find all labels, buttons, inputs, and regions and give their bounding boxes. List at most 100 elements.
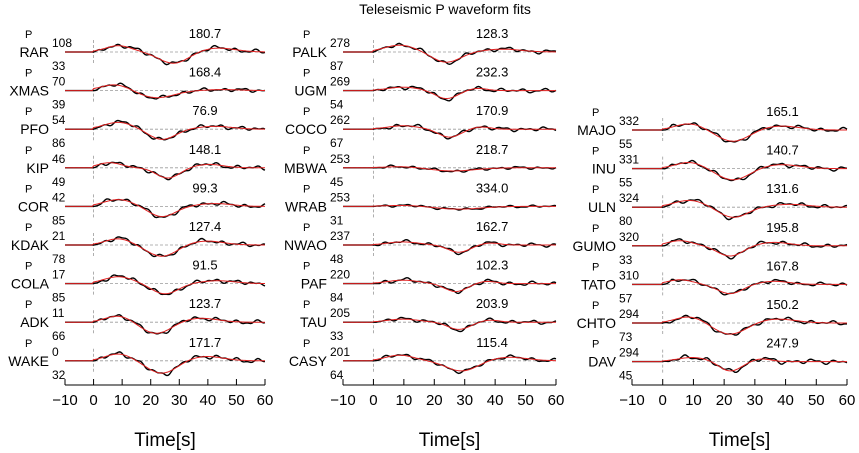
amplitude-label: 76.9 (192, 103, 217, 118)
phase-label: P (25, 299, 32, 311)
synthetic-waveform (343, 44, 557, 63)
x-tick-label: 20 (426, 392, 443, 409)
station-name: WRAB (285, 198, 327, 214)
observed-waveform (343, 316, 557, 333)
synthetic-waveform (65, 315, 265, 334)
panels: PRAR10833180.7PXMAS7039168.4PPFO548676.9… (8, 26, 855, 451)
phase-label: P (25, 338, 32, 350)
observed-waveform (343, 353, 557, 375)
phase-label: P (592, 146, 599, 158)
station-name: PFO (20, 121, 49, 137)
azimuth-label: 332 (619, 114, 639, 128)
phase-label: P (25, 222, 32, 234)
azimuth-label: 205 (330, 306, 350, 320)
azimuth-label: 269 (330, 75, 350, 89)
amplitude-label: 218.7 (476, 142, 509, 157)
synthetic-waveform (343, 205, 556, 210)
synthetic-waveform (65, 121, 266, 140)
azimuth-label: 253 (330, 190, 350, 204)
amplitude-label: 128.3 (476, 26, 509, 41)
x-axis: −10 0 10 20 30 40 50 60 Time[s] (619, 379, 855, 451)
amplitude-label: 91.5 (192, 258, 217, 273)
azimuth-label: 278 (330, 36, 350, 50)
synthetic-waveform (65, 162, 265, 179)
station-name: PALK (292, 44, 327, 60)
observed-waveform (632, 159, 848, 182)
observed-waveform (343, 42, 557, 66)
phase-label: P (303, 183, 310, 195)
x-tick-label: 30 (171, 392, 188, 409)
amplitude-label: 150.2 (766, 297, 799, 312)
synthetic-waveform (65, 199, 266, 218)
x-tick-label: 10 (396, 392, 413, 409)
amplitude-label: 232.3 (476, 65, 509, 80)
distance-label: 48 (330, 252, 344, 266)
station-name: INU (592, 161, 616, 177)
station-name: XMAS (9, 83, 49, 99)
distance-label: 45 (619, 369, 633, 383)
amplitude-label: 148.1 (189, 142, 222, 157)
amplitude-label: 247.9 (766, 336, 799, 351)
synthetic-waveform (343, 86, 556, 100)
azimuth-label: 21 (52, 229, 66, 243)
phase-label: P (592, 184, 599, 196)
station-name: KDAK (11, 237, 50, 253)
azimuth-label: 324 (619, 191, 639, 205)
phase-label: P (592, 223, 599, 235)
x-tick-label: 10 (114, 392, 131, 409)
synthetic-waveform (632, 123, 847, 142)
observed-waveform (65, 198, 266, 219)
x-tick-label: 10 (685, 392, 702, 409)
synthetic-waveform (65, 353, 265, 374)
observed-waveform (65, 161, 266, 181)
station-name: CHTO (577, 315, 617, 331)
observed-waveform (632, 278, 848, 296)
x-axis-title: Time[s] (709, 430, 771, 451)
x-tick-label: 0 (369, 392, 377, 409)
station-name: WAKE (8, 353, 49, 369)
azimuth-label: 108 (52, 36, 72, 50)
distance-label: 55 (619, 176, 633, 190)
synthetic-waveform (343, 125, 556, 138)
phase-label: P (303, 68, 310, 80)
x-tick-label: 40 (777, 392, 794, 409)
amplitude-label: 131.6 (766, 181, 799, 196)
phase-label: P (25, 261, 32, 273)
synthetic-waveform (65, 84, 265, 99)
station-name: NWAO (284, 237, 327, 253)
amplitude-label: 167.8 (766, 258, 799, 273)
observed-waveform (343, 276, 557, 295)
distance-label: 73 (619, 330, 633, 344)
phase-label: P (303, 145, 310, 157)
phase-label: P (25, 106, 32, 118)
distance-label: 32 (52, 368, 66, 382)
observed-waveform (632, 354, 848, 373)
station-name: TATO (581, 276, 616, 292)
azimuth-label: 46 (52, 152, 66, 166)
synthetic-waveform (632, 279, 847, 295)
distance-label: 55 (619, 137, 633, 151)
x-tick-label: 30 (456, 392, 473, 409)
distance-label: 64 (330, 368, 344, 382)
x-tick-label: 60 (548, 392, 565, 409)
amplitude-label: 99.3 (192, 180, 217, 195)
station-name: UGM (294, 83, 327, 99)
x-tick-label: 0 (89, 392, 97, 409)
phase-label: P (592, 339, 599, 351)
phase-label: P (25, 29, 32, 41)
x-tick-label: 20 (142, 392, 159, 409)
synthetic-waveform (343, 318, 556, 330)
azimuth-label: 253 (330, 152, 350, 166)
x-tick-label: 20 (716, 392, 733, 409)
distance-label: 78 (52, 252, 66, 266)
